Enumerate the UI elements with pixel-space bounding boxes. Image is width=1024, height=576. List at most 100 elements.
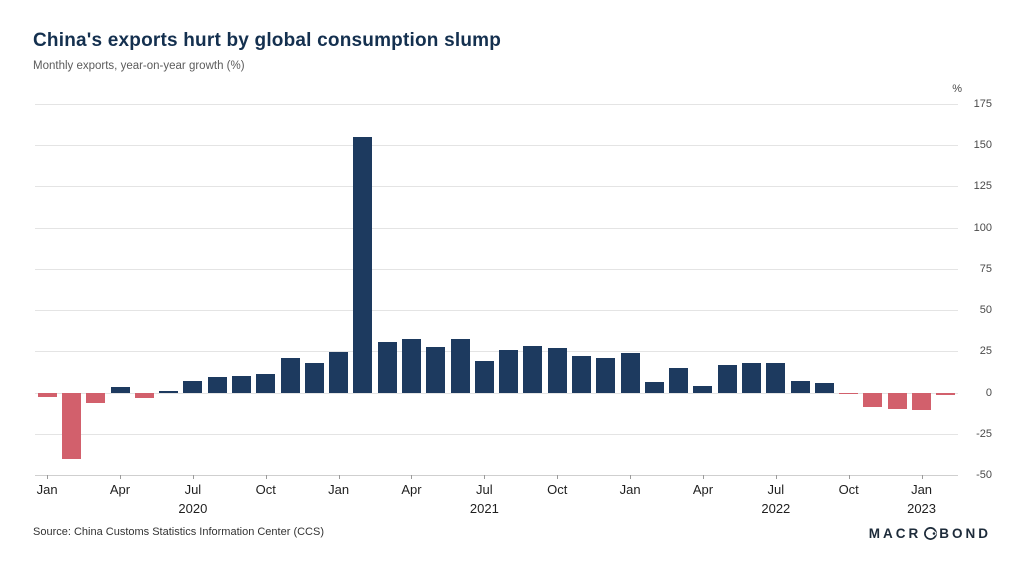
- year-label: 2023: [907, 501, 937, 516]
- x-tick-label: Jan: [328, 482, 350, 497]
- bar-2022-06: [742, 363, 762, 393]
- y-tick-label: 150: [973, 139, 992, 152]
- x-tick-label: Apr: [109, 482, 131, 497]
- gridline: [35, 475, 958, 476]
- x-tick-label: Oct: [547, 482, 568, 497]
- y-tick-label: 75: [979, 262, 992, 275]
- macrobond-logo-text-right: BOND: [939, 526, 991, 541]
- gridline: [35, 145, 958, 147]
- macrobond-logo-text-left: MACR: [868, 526, 922, 541]
- chart-subtitle: Monthly exports, year-on-year growth (%): [33, 60, 245, 72]
- bar-2022-07: [766, 362, 786, 393]
- bar-2020-10: [256, 373, 276, 393]
- bar-2021-01: [329, 351, 349, 393]
- y-tick-label: 25: [979, 345, 992, 358]
- x-tick-label: Jul: [184, 482, 202, 497]
- gridline: [35, 433, 958, 435]
- bar-2020-02: [61, 392, 81, 460]
- x-tick-mark: [775, 475, 777, 479]
- x-tick-mark: [921, 475, 923, 479]
- bar-2021-12: [596, 358, 616, 393]
- y-tick-label: 0: [985, 386, 992, 399]
- x-tick-mark: [630, 475, 632, 479]
- bar-2021-03: [377, 342, 397, 393]
- bar-2020-07: [183, 380, 203, 393]
- y-tick-label: -25: [976, 427, 992, 440]
- gridline: [35, 104, 958, 105]
- year-label: 2021: [469, 501, 499, 516]
- bar-2020-01: [37, 392, 57, 398]
- x-tick-label: Apr: [401, 482, 422, 497]
- x-tick-label: Jan: [619, 482, 641, 497]
- bar-2021-06: [450, 339, 470, 393]
- bar-2020-06: [159, 391, 179, 393]
- x-tick-mark: [702, 475, 704, 479]
- bar-2021-04: [401, 339, 421, 393]
- gridline: [35, 392, 958, 394]
- x-tick-mark: [265, 475, 267, 479]
- y-axis-labels: 175 150 125 100 75 50 25 0 -25 -50: [966, 98, 992, 481]
- x-tick-label: Jul: [767, 482, 785, 497]
- gridline: [35, 186, 958, 188]
- macrobond-o-icon: [921, 526, 939, 541]
- bar-2021-08: [499, 350, 519, 393]
- x-tick-label: Jan: [36, 482, 58, 497]
- x-tick-label: Oct: [255, 482, 276, 497]
- y-axis-unit-label: %: [952, 83, 962, 95]
- x-tick-mark: [47, 475, 49, 479]
- bar-2021-02: [353, 137, 373, 393]
- y-tick-label: 100: [973, 221, 992, 234]
- bar-2022-10: [839, 392, 859, 395]
- year-label: 2020: [178, 501, 208, 516]
- bar-2020-05: [134, 392, 154, 398]
- bar-2022-12: [887, 392, 907, 409]
- y-tick-label: 175: [973, 98, 992, 110]
- bar-2022-11: [863, 392, 883, 407]
- x-tick-mark: [192, 475, 194, 479]
- x-tick-mark: [120, 475, 121, 479]
- bar-2020-09: [231, 376, 251, 393]
- x-tick-mark: [557, 475, 559, 479]
- bar-2022-05: [717, 364, 737, 393]
- bar-2021-10: [547, 347, 567, 393]
- gridline: [35, 227, 958, 229]
- bar-2021-05: [426, 346, 446, 393]
- bar-2022-02: [644, 382, 664, 393]
- gridline: [35, 268, 958, 270]
- bar-2023-02: [936, 392, 956, 395]
- bar-2020-03: [86, 392, 106, 404]
- x-tick-mark: [411, 475, 413, 479]
- bar-2020-08: [207, 376, 227, 393]
- gridline: [35, 351, 958, 353]
- bar-2020-04: [110, 386, 130, 393]
- macrobond-logo: MACR BOND: [869, 526, 991, 541]
- bar-2022-03: [669, 368, 689, 393]
- bar-2021-07: [474, 360, 494, 393]
- x-tick-label: Apr: [692, 482, 714, 497]
- bar-2022-09: [814, 383, 834, 393]
- y-tick-label: -50: [976, 469, 992, 481]
- x-tick-mark: [484, 475, 486, 479]
- y-tick-label: 50: [979, 304, 992, 317]
- y-tick-label: 125: [973, 180, 992, 193]
- bar-2021-09: [523, 346, 543, 393]
- bar-2022-01: [620, 352, 640, 393]
- x-tick-mark: [848, 475, 850, 479]
- x-tick-label: Oct: [838, 482, 859, 497]
- plot-area: [35, 104, 958, 476]
- year-label: 2022: [761, 501, 791, 516]
- bar-2022-04: [693, 386, 713, 393]
- bar-2020-12: [304, 362, 324, 393]
- x-tick-mark: [338, 475, 340, 479]
- chart-title: China's exports hurt by global consumpti…: [33, 30, 502, 51]
- x-tick-label: Jan: [911, 482, 933, 497]
- bar-2020-11: [280, 357, 300, 393]
- bar-2023-01: [912, 392, 932, 410]
- gridline: [35, 310, 958, 312]
- source-note: Source: China Customs Statistics Informa…: [33, 526, 324, 538]
- x-tick-label: Jul: [476, 482, 493, 497]
- x-axis: Jan Apr Jul Oct Jan Apr Jul Oct Jan Apr Jul Oct Jan 2…: [35, 475, 958, 535]
- bar-2022-08: [790, 380, 810, 393]
- bar-2021-11: [572, 356, 591, 393]
